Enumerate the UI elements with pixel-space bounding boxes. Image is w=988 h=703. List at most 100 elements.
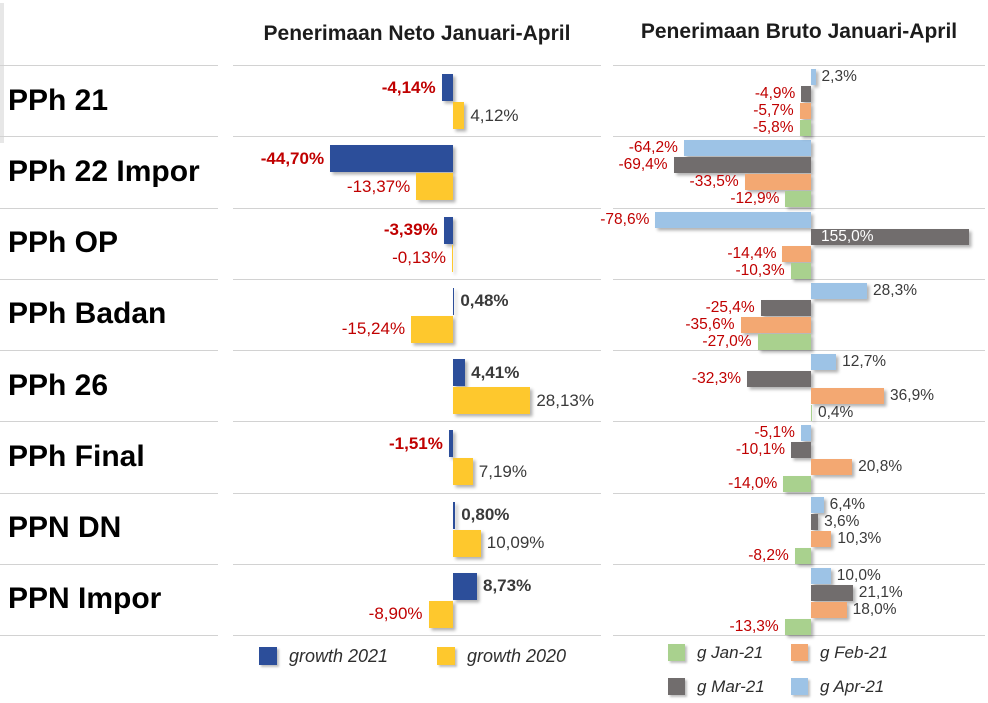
- bar-g-mar-21: [811, 584, 853, 601]
- value-label-g-jan-21: -14,0%: [728, 475, 778, 493]
- legend-swatch-growth-2021: [259, 647, 277, 665]
- legend-item-g-jan-21: g Jan-21: [668, 643, 763, 662]
- bar-g-mar-21: [791, 442, 811, 459]
- value-label-growth-2021: 4,41%: [471, 362, 520, 382]
- row-separator: [233, 350, 601, 351]
- row-label-ppn-impor: PPN Impor: [8, 582, 162, 616]
- row-separator: [233, 136, 601, 137]
- value-label-g-feb-21: 10,3%: [837, 529, 882, 547]
- value-label-g-jan-21: -27,0%: [702, 332, 752, 350]
- legend-label-g-apr-21: g Apr-21: [820, 676, 885, 696]
- bar-g-jan-21: [811, 405, 812, 421]
- bar-growth-2021: [448, 430, 453, 458]
- value-label-g-feb-21: 20,8%: [858, 458, 903, 476]
- value-label-growth-2021: -4,14%: [381, 77, 436, 97]
- legend-item-growth-2021: growth 2021: [259, 646, 388, 666]
- bar-g-jan-21: [785, 191, 811, 208]
- row-separator: [0, 635, 218, 636]
- value-label-g-apr-21: 6,4%: [829, 495, 866, 513]
- value-label-g-mar-21: -32,3%: [691, 370, 742, 387]
- bar-growth-2020: [452, 244, 453, 272]
- value-label-g-jan-21: -10,3%: [735, 261, 785, 279]
- value-label-g-mar-21: -25,4%: [705, 298, 755, 316]
- row-label-pph-final: PPh Final: [8, 439, 145, 473]
- bar-g-feb-21: [811, 601, 847, 618]
- bar-g-apr-21: [800, 425, 811, 442]
- row-separator: [613, 65, 985, 66]
- bar-growth-2021: [443, 216, 453, 244]
- row-label-pph-21: PPh 21: [8, 83, 109, 117]
- bar-growth-2020: [453, 458, 473, 486]
- value-label-growth-2021: 8,73%: [483, 576, 532, 596]
- legend-item-g-apr-21: g Apr-21: [791, 676, 885, 696]
- bar-g-mar-21: [747, 371, 811, 387]
- value-label-g-apr-21: 10,0%: [836, 566, 881, 584]
- row-separator: [0, 136, 218, 137]
- row-separator: [0, 208, 218, 209]
- bar-g-mar-21: [811, 228, 970, 245]
- value-label-growth-2021: -3,39%: [383, 220, 438, 239]
- value-label-g-jan-21: 0,4%: [818, 404, 854, 421]
- row-separator: [613, 493, 985, 494]
- bar-g-apr-21: [811, 496, 824, 513]
- row-separator: [0, 350, 218, 351]
- legend-swatch-g-apr-21: [791, 678, 808, 695]
- value-label-g-feb-21: -35,6%: [685, 315, 735, 333]
- bar-g-apr-21: [811, 282, 868, 299]
- value-label-growth-2021: -44,70%: [260, 148, 325, 168]
- value-label-g-mar-21: 3,6%: [824, 512, 860, 530]
- legend-item-g-feb-21: g Feb-21: [791, 642, 889, 662]
- bar-g-apr-21: [811, 354, 837, 370]
- value-label-g-mar-21: 155,0%: [821, 227, 874, 245]
- bar-growth-2021: [453, 287, 455, 315]
- bar-g-apr-21: [811, 69, 816, 85]
- legend-swatch-g-mar-21: [668, 678, 685, 695]
- value-label-g-apr-21: -64,2%: [628, 139, 678, 157]
- value-label-g-jan-21: -12,9%: [730, 190, 780, 208]
- value-label-g-apr-21: 28,3%: [873, 281, 917, 299]
- neto-chart-title: Penerimaan Neto Januari-April: [263, 22, 571, 45]
- row-separator: [0, 493, 218, 494]
- value-label-growth-2020: 7,19%: [478, 461, 527, 481]
- value-label-g-jan-21: -8,2%: [748, 546, 789, 564]
- row-separator: [613, 635, 985, 636]
- legend-swatch-growth-2020: [437, 647, 455, 665]
- row-separator: [0, 65, 218, 66]
- bar-growth-2020: [453, 387, 531, 414]
- value-label-g-apr-21: -78,6%: [600, 210, 650, 228]
- row-separator: [233, 208, 601, 209]
- bar-g-feb-21: [811, 530, 832, 547]
- bar-g-jan-21: [790, 262, 811, 279]
- value-label-growth-2020: -0,13%: [392, 248, 446, 267]
- row-separator: [233, 65, 601, 66]
- bar-growth-2021: [453, 572, 477, 600]
- row-separator: [0, 421, 218, 422]
- bar-g-mar-21: [801, 86, 811, 102]
- bar-growth-2020: [453, 529, 481, 557]
- left-edge-artifact: [0, 3, 4, 143]
- bar-g-jan-21: [757, 333, 811, 350]
- bar-g-mar-21: [760, 299, 811, 316]
- row-separator: [233, 279, 601, 280]
- bruto-chart-title: Penerimaan Bruto Januari-April: [640, 20, 958, 43]
- legend-swatch-g-feb-21: [791, 644, 808, 661]
- row-separator: [233, 421, 601, 422]
- bar-g-feb-21: [782, 245, 811, 262]
- value-label-growth-2021: 0,80%: [461, 505, 510, 524]
- value-label-g-jan-21: -13,3%: [729, 617, 779, 635]
- bar-growth-2021: [441, 74, 453, 101]
- bar-g-jan-21: [783, 476, 811, 493]
- legend-label-g-feb-21: g Feb-21: [820, 642, 889, 662]
- value-label-g-apr-21: -5,1%: [754, 424, 795, 442]
- value-label-g-mar-21: -4,9%: [754, 85, 796, 102]
- row-label-pph-22-impor: PPh 22 Impor: [8, 154, 200, 188]
- bar-g-feb-21: [811, 459, 853, 476]
- value-label-growth-2021: -1,51%: [388, 433, 443, 453]
- row-separator: [233, 564, 601, 565]
- value-label-g-feb-21: -5,7%: [753, 102, 794, 119]
- bar-growth-2021: [453, 359, 466, 386]
- row-label-pph-badan: PPh Badan: [8, 297, 167, 331]
- bar-growth-2020: [453, 102, 465, 129]
